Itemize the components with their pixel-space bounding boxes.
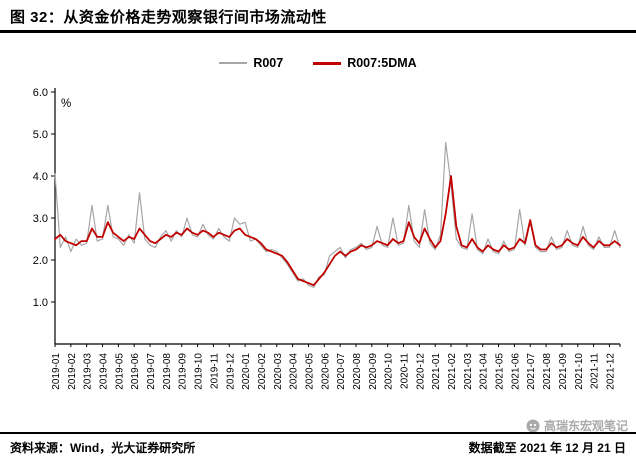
x-tick-label: 2019-03 [83, 353, 94, 390]
x-tick-label: 2021-01 [431, 353, 442, 390]
x-tick-label: 2021-04 [479, 353, 490, 390]
x-tick-label: 2021-06 [510, 353, 521, 390]
y-tick-label: 5.0 [33, 129, 48, 141]
x-tick-label: 2021-03 [463, 353, 474, 390]
x-tick-label: 2019-02 [67, 353, 78, 390]
wechat-logo-icon [526, 419, 540, 432]
series-line-r007-5dma [54, 175, 621, 287]
x-tick-label: 2020-09 [368, 353, 379, 390]
x-tick-label: 2021-11 [590, 353, 601, 389]
data-cutoff-note: 数据截至 2021 年 12 月 21 日 [468, 441, 626, 455]
x-tick-label: 2020-02 [257, 353, 268, 390]
x-tick-label: 2019-12 [225, 353, 236, 390]
x-tick-label: 2019-06 [130, 353, 141, 390]
x-tick-label: 2019-10 [194, 353, 205, 390]
x-tick-label: 2021-12 [605, 353, 616, 390]
legend-label-r007-5dma: R007:5DMA [347, 56, 417, 70]
y-axis-unit-label: % [61, 98, 71, 110]
y-tick-label: 2.0 [33, 255, 48, 267]
legend-label-r007: R007 [253, 56, 284, 70]
x-tick-label: 2019-09 [178, 353, 189, 390]
x-tick-label: 2019-01 [51, 353, 62, 390]
x-tick-label: 2021-08 [542, 353, 553, 390]
x-tick-label: 2020-05 [304, 353, 315, 390]
series-line-r007 [54, 141, 621, 288]
watermark-text: 高瑞东宏观笔记 [543, 419, 628, 433]
x-tick-label: 2020-10 [384, 353, 395, 390]
x-tick-label: 2019-07 [146, 353, 157, 390]
line-chart: 1.0 2.0 3.0 4.0 5.0 6.0% 2019-01 2019-02 2019-03… [33, 87, 621, 390]
y-tick-label: 1.0 [33, 297, 48, 309]
x-tick-label: 2020-07 [336, 353, 347, 390]
figure-title: 图 32：从资金价格走势观察银行间市场流动性 [10, 9, 327, 26]
x-tick-label: 2020-11 [400, 353, 411, 389]
x-tick-label: 2020-12 [415, 353, 426, 390]
title-divider-rule [0, 30, 636, 33]
x-tick-label: 2020-04 [289, 353, 300, 390]
x-tick-label: 2021-10 [574, 353, 585, 390]
x-tick-label: 2019-04 [99, 353, 110, 390]
x-tick-label: 2020-03 [273, 353, 284, 390]
x-tick-label: 2020-08 [352, 353, 363, 390]
legend-item-r007-5dma: R007:5DMA [313, 56, 417, 70]
x-tick-label: 2020-06 [320, 353, 331, 390]
legend-item-r007: R007 [219, 56, 283, 70]
r007-5dma-line-swatch [313, 61, 342, 65]
watermark: 高瑞东宏观笔记 [526, 417, 628, 434]
r007-line-swatch [219, 62, 248, 64]
figure-footer: 资料来源：Wind，光大证券研究所 数据截至 2021 年 12 月 21 日 [0, 432, 636, 462]
x-tick-label: 2019-11 [209, 353, 220, 389]
x-tick-label: 2021-09 [558, 353, 569, 390]
y-tick-label: 4.0 [33, 171, 48, 183]
x-tick-label: 2019-05 [114, 353, 125, 390]
x-tick-label: 2021-02 [447, 353, 458, 390]
x-tick-label: 2019-08 [162, 353, 173, 390]
chart-legend: R007 R007:5DMA [0, 56, 636, 70]
y-tick-label: 3.0 [33, 213, 48, 225]
source-note: 资料来源：Wind，光大证券研究所 [10, 441, 196, 455]
y-tick-label: 6.0 [33, 87, 48, 99]
x-tick-label: 2020-01 [241, 353, 252, 390]
x-tick-label: 2021-07 [526, 353, 537, 390]
x-tick-label: 2021-05 [495, 353, 506, 390]
